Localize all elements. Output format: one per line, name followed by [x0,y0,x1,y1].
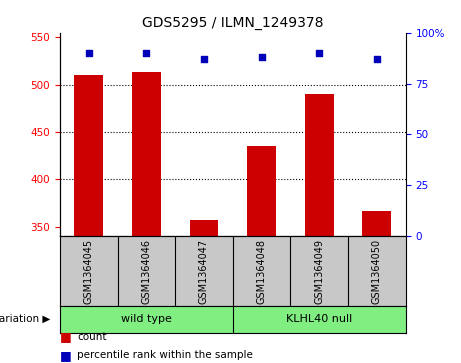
Text: GSM1364046: GSM1364046 [142,238,151,303]
Text: genotype/variation ▶: genotype/variation ▶ [0,314,51,324]
Bar [189,220,219,236]
Point [373,56,381,62]
Text: GSM1364048: GSM1364048 [257,238,266,303]
Text: ■: ■ [60,330,71,343]
Text: percentile rank within the sample: percentile rank within the sample [77,350,254,360]
Bar [362,211,391,236]
Text: ■: ■ [60,349,71,362]
Bar [132,72,161,236]
Text: GSM1364045: GSM1364045 [84,238,94,303]
Title: GDS5295 / ILMN_1249378: GDS5295 / ILMN_1249378 [142,16,324,30]
Point [200,56,207,62]
Text: GSM1364047: GSM1364047 [199,238,209,303]
Text: wild type: wild type [121,314,172,324]
Text: GSM1364050: GSM1364050 [372,238,382,303]
Point [315,50,323,56]
Text: KLHL40 null: KLHL40 null [286,314,352,324]
Point [85,50,92,56]
Point [258,54,266,60]
Bar [74,75,103,236]
Bar [305,94,334,236]
Point [142,50,150,56]
Text: count: count [77,332,107,342]
Bar [247,146,276,236]
Text: GSM1364049: GSM1364049 [314,238,324,303]
